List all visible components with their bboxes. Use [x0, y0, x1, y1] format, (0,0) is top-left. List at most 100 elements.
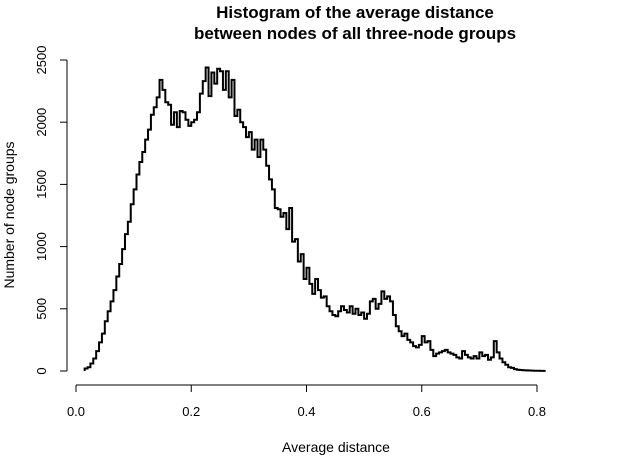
histogram-bar: [407, 339, 411, 371]
histogram-bar: [320, 297, 324, 371]
histogram-bar: [280, 216, 284, 371]
histogram-bar: [231, 79, 235, 372]
histogram-bar: [453, 354, 457, 371]
histogram-bar: [364, 318, 368, 371]
histogram-bar: [199, 93, 203, 371]
histogram-bar: [433, 356, 437, 371]
histogram-bar: [139, 162, 143, 371]
histogram-bar: [338, 311, 342, 371]
histogram-bar: [277, 209, 281, 371]
histogram-bar: [329, 311, 333, 371]
histogram-bar: [197, 112, 200, 372]
histogram-bar: [179, 111, 183, 371]
histogram-bar: [156, 97, 160, 371]
histogram-bar: [413, 346, 416, 371]
histogram-bar: [312, 293, 316, 371]
histogram-bar: [269, 179, 272, 371]
histogram-bar: [343, 310, 347, 371]
histogram-bar: [257, 157, 261, 371]
histogram-bar: [341, 306, 344, 371]
histogram-bar: [355, 308, 359, 371]
histogram-bar: [222, 89, 226, 371]
histogram-bar: [441, 351, 445, 371]
histogram-bar: [289, 208, 293, 371]
histogram-bar: [315, 278, 319, 371]
histogram-bar: [410, 342, 414, 371]
histogram-bar: [205, 67, 209, 372]
histogram-bar: [84, 368, 88, 371]
histogram-bar: [107, 311, 111, 371]
histogram-bar: [133, 189, 137, 371]
histogram-bar: [303, 278, 307, 371]
histogram-bar: [168, 104, 172, 371]
histogram-bar: [430, 349, 434, 371]
histogram-bar: [116, 276, 120, 371]
histogram-bar: [96, 351, 100, 371]
histogram-bar: [372, 298, 376, 371]
histogram-bar: [375, 308, 379, 371]
x-axis-label: Average distance: [282, 439, 390, 455]
histogram-bar: [173, 112, 177, 372]
chart-subtitle: between nodes of all three-node groups: [194, 24, 516, 43]
histogram-bar: [260, 139, 264, 371]
histogram-bar: [136, 174, 140, 371]
histogram-bar: [122, 249, 125, 371]
histogram-bar: [421, 336, 425, 371]
histogram-bar: [263, 149, 267, 371]
histogram-bar: [473, 356, 477, 371]
histogram-bar: [145, 139, 149, 371]
histogram-bar: [124, 234, 128, 371]
y-tick-label: 2500: [34, 46, 49, 75]
histogram-bar: [485, 354, 489, 371]
chart-title: Histogram of the average distance: [216, 3, 494, 22]
histogram-bar: [404, 333, 408, 371]
histogram-bar: [381, 291, 385, 371]
histogram-bar: [369, 301, 373, 371]
histogram-bar: [217, 68, 221, 371]
histogram-bar: [392, 315, 396, 371]
histogram-bar: [395, 326, 399, 371]
histogram-bar: [358, 315, 362, 371]
histogram-bar: [476, 358, 480, 371]
histogram-bar: [462, 351, 465, 371]
histogram-bar: [505, 364, 509, 371]
y-tick-label: 500: [34, 298, 49, 320]
histogram-bar: [450, 353, 454, 371]
histogram-bar: [470, 358, 474, 371]
histogram-bar: [479, 352, 483, 371]
histogram-bar: [274, 208, 278, 371]
histogram-bar: [228, 97, 232, 371]
histogram-bar: [401, 336, 405, 371]
x-axis: 0.0 0.2 0.4 0.6 0.8: [67, 384, 546, 419]
histogram-bar: [398, 331, 402, 371]
histogram-bar: [323, 296, 327, 371]
histogram-bar: [511, 367, 514, 371]
histogram-bar: [493, 341, 497, 371]
histogram-bar: [424, 342, 428, 371]
histogram-bar: [104, 321, 108, 371]
histogram-bar: [447, 352, 451, 371]
x-tick-label: 0.0: [67, 404, 85, 419]
histogram-bar: [496, 352, 500, 371]
histogram-bar: [165, 102, 169, 372]
histogram-bar: [87, 367, 91, 371]
histogram-bar: [283, 213, 287, 371]
histogram-bar: [188, 125, 192, 371]
histogram-bar: [234, 115, 238, 371]
histogram-bar: [326, 306, 330, 371]
histogram-bar: [214, 83, 218, 372]
x-tick-label: 0.8: [528, 404, 546, 419]
histogram-bar: [300, 254, 304, 371]
histogram-bar: [254, 139, 258, 371]
histogram-bar: [194, 119, 198, 371]
histogram-bar: [387, 296, 391, 371]
histogram-bar: [427, 341, 431, 371]
histogram-bar: [499, 358, 503, 371]
histogram-bar: [225, 71, 229, 372]
histogram-bar: [176, 127, 180, 372]
histogram-bar: [127, 221, 131, 371]
histogram-bar: [110, 301, 114, 371]
x-tick-label: 0.2: [182, 404, 200, 419]
y-axis-label: Number of node groups: [1, 141, 17, 288]
